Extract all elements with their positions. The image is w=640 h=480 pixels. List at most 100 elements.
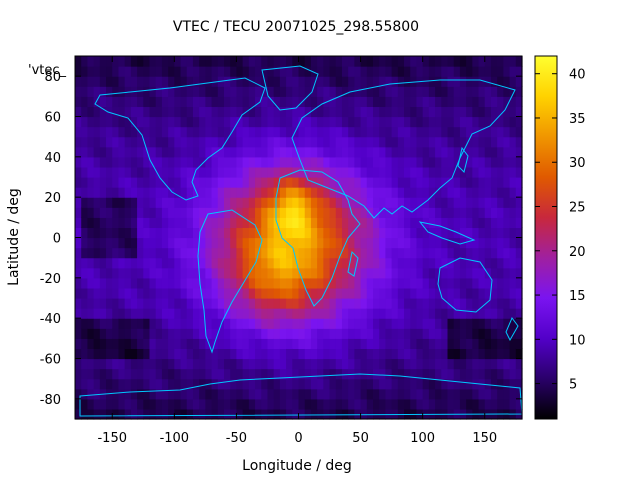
heatmap-cell [199,318,206,329]
heatmap-cell [385,177,393,188]
heatmap-cell [391,398,399,410]
heatmap-cell [348,116,355,128]
heatmap-cell [379,187,387,198]
heatmap-cell [404,116,411,128]
heatmap-cell [230,348,238,360]
heatmap-cell [180,237,188,249]
heatmap-cell [466,187,473,198]
heatmap-cell [267,257,275,269]
heatmap-cell [329,257,337,269]
heatmap-cell [81,187,89,198]
heatmap-cell [490,257,498,269]
heatmap-cell [391,56,399,67]
colorbar-tick-label: 10 [569,333,586,348]
heatmap-cell [335,217,343,229]
heatmap-cell [341,197,349,208]
heatmap-cell [366,358,374,370]
heatmap-cell [255,237,262,249]
heatmap-cell [161,358,169,370]
heatmap-cell [211,166,219,178]
heatmap-cell [435,388,442,400]
heatmap-cell [267,126,275,138]
heatmap-cell [130,408,138,420]
heatmap-cell [174,348,182,360]
heatmap-cell [354,56,362,67]
heatmap-cell [93,136,101,148]
heatmap-cell [261,257,269,269]
heatmap-cell [87,247,95,259]
heatmap-cell [199,368,206,380]
heatmap-cell [447,126,455,138]
heatmap-cell [106,96,113,108]
heatmap-cell [130,328,138,339]
heatmap-cell [341,378,349,390]
heatmap-cell [341,308,349,319]
heatmap-cell [174,86,182,97]
heatmap-cell [466,177,473,188]
heatmap-cell [130,207,138,218]
heatmap-cell [515,227,523,239]
heatmap-cell [130,136,138,148]
heatmap-cell [441,116,449,128]
heatmap-cell [230,227,238,239]
heatmap-cell [478,318,486,329]
heatmap-cell [459,267,467,279]
heatmap-cell [124,277,132,289]
heatmap-cell [248,207,256,218]
heatmap-cell [279,146,287,158]
heatmap-cell [366,287,374,299]
north-america-outline [94,77,266,201]
heatmap-cell [373,156,380,168]
heatmap-cell [224,227,231,239]
heatmap-cell [168,217,175,229]
heatmap-cell [503,348,511,360]
heatmap-cell [143,348,151,360]
heatmap-cell [385,247,393,259]
heatmap-cell [242,388,250,400]
heatmap-cell [304,227,312,239]
heatmap-cell [373,318,380,329]
heatmap-cell [341,348,349,360]
heatmap-cell [472,197,480,208]
heatmap-cell [112,277,120,289]
heatmap-cell [124,56,132,67]
heatmap-cell [490,187,498,198]
heatmap-cell [385,187,393,198]
heatmap-cell [366,267,374,279]
heatmap-cell [298,308,306,319]
heatmap-cell [211,136,219,148]
heatmap-cell [385,358,393,370]
heatmap-cell [490,146,498,158]
heatmap-cell [192,338,200,350]
heatmap-cell [360,217,368,229]
heatmap-cell [273,328,281,339]
heatmap-cell [161,277,169,289]
heatmap-cell [404,348,411,360]
heatmap-cell [404,388,411,400]
heatmap-cell [348,227,355,239]
heatmap-cell [248,348,256,360]
heatmap-cell [267,86,275,97]
heatmap-cell [373,217,380,229]
heatmap-cell [292,197,300,208]
heatmap-cell [422,328,430,339]
heatmap-cell [99,207,107,218]
heatmap-cell [298,76,306,87]
heatmap-cell [205,227,213,239]
heatmap-cell [211,368,219,380]
heatmap-cell [99,408,107,420]
heatmap-cell [360,227,368,239]
heatmap-cell [211,398,219,410]
heatmap-cell [497,328,504,339]
heatmap-cell [192,66,200,77]
heatmap-cell [416,217,424,229]
heatmap-cell [453,267,461,279]
heatmap-cell [416,197,424,208]
heatmap-cell [459,177,467,188]
heatmap-cell [217,207,225,218]
heatmap-cell [329,227,337,239]
heatmap-cell [286,388,293,400]
heatmap-cell [453,298,461,309]
heatmap-cell [230,156,238,168]
heatmap-cell [298,408,306,420]
